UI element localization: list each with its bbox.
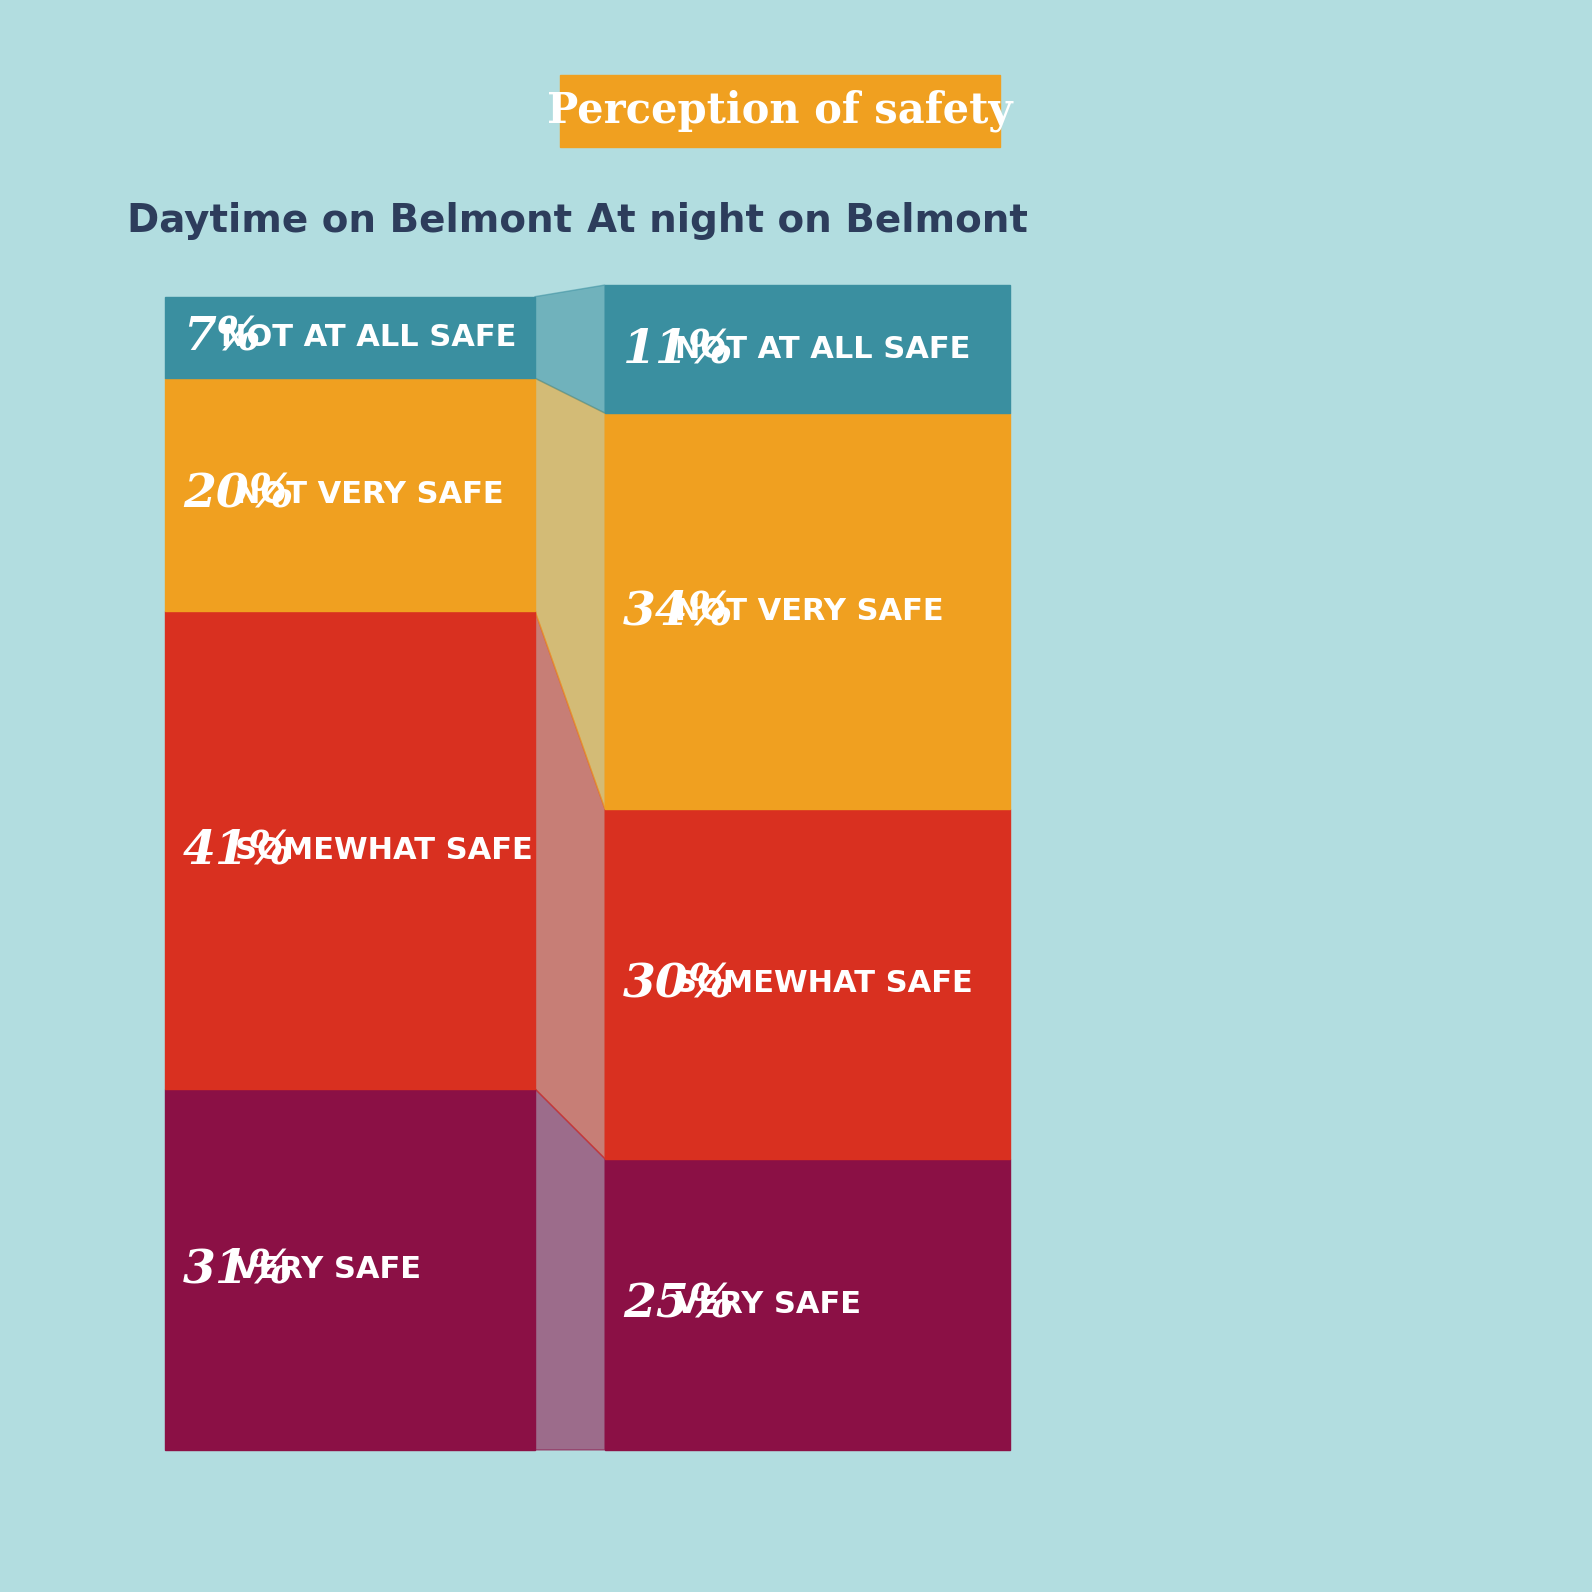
- Bar: [166, 379, 535, 611]
- Bar: [605, 414, 1009, 809]
- Text: 20%: 20%: [183, 471, 293, 517]
- Bar: [605, 809, 1009, 1159]
- Text: NOT AT ALL SAFE: NOT AT ALL SAFE: [675, 334, 971, 363]
- Text: At night on Belmont: At night on Belmont: [587, 202, 1028, 240]
- Text: 34%: 34%: [622, 587, 734, 634]
- Polygon shape: [535, 1089, 605, 1450]
- Text: 31%: 31%: [183, 1247, 293, 1293]
- Bar: [166, 1089, 535, 1450]
- Polygon shape: [535, 285, 605, 414]
- Text: VERY SAFE: VERY SAFE: [675, 1290, 861, 1318]
- Polygon shape: [535, 611, 605, 1159]
- Bar: [166, 296, 535, 379]
- Text: NOT VERY SAFE: NOT VERY SAFE: [236, 481, 503, 509]
- Text: Daytime on Belmont: Daytime on Belmont: [127, 202, 573, 240]
- Text: NOT VERY SAFE: NOT VERY SAFE: [675, 597, 944, 626]
- Text: 25%: 25%: [622, 1282, 734, 1328]
- Text: NOT AT ALL SAFE: NOT AT ALL SAFE: [221, 323, 516, 352]
- Bar: [605, 1159, 1009, 1450]
- Text: 7%: 7%: [183, 315, 261, 360]
- Text: SOMEWHAT SAFE: SOMEWHAT SAFE: [675, 970, 973, 998]
- Text: 30%: 30%: [622, 962, 734, 1008]
- Text: SOMEWHAT SAFE: SOMEWHAT SAFE: [236, 836, 533, 864]
- Text: 41%: 41%: [183, 826, 293, 872]
- Bar: [605, 285, 1009, 414]
- Text: Perception of safety: Perception of safety: [548, 89, 1013, 132]
- Bar: [166, 611, 535, 1089]
- Polygon shape: [535, 379, 605, 809]
- Text: 11%: 11%: [622, 326, 734, 373]
- Bar: [560, 75, 1000, 146]
- Text: VERY SAFE: VERY SAFE: [236, 1254, 420, 1283]
